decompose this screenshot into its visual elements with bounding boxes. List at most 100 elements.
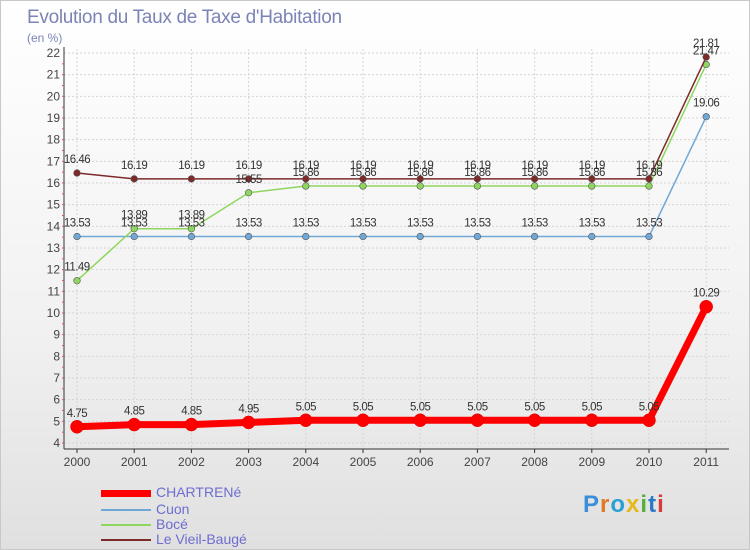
data-label: 13.53	[121, 218, 147, 230]
data-point	[585, 413, 599, 427]
data-label: 21.47	[693, 45, 719, 57]
data-label: 15.86	[293, 167, 319, 179]
y-tick-label: 13	[47, 241, 61, 255]
data-point	[699, 299, 713, 314]
data-label: 16.19	[407, 160, 433, 172]
data-point	[187, 232, 195, 241]
data-label: 4.75	[67, 408, 87, 420]
data-point	[127, 417, 141, 432]
y-tick-label: 11	[48, 284, 61, 298]
proxiti-logo: Proxiti	[583, 491, 665, 519]
data-label: 15.86	[464, 167, 490, 179]
series-line-2	[76, 64, 707, 282]
data-label: 5.05	[410, 401, 430, 413]
data-label: 13.89	[178, 210, 204, 222]
data-point	[642, 413, 656, 427]
y-unit-label: (en %)	[27, 31, 63, 45]
y-tick-label: 20	[47, 89, 61, 103]
x-tick-label: 2005	[350, 455, 377, 469]
data-label: 11.49	[64, 262, 90, 274]
data-point	[473, 232, 482, 241]
data-point	[527, 413, 542, 427]
data-point	[473, 182, 482, 190]
data-label: 16.19	[464, 160, 490, 172]
data-point	[359, 182, 367, 190]
y-tick-label: 10	[47, 306, 61, 320]
logo-letter: P	[583, 491, 601, 518]
data-point	[702, 53, 710, 61]
data-label: 13.53	[64, 218, 90, 230]
data-point	[356, 413, 370, 427]
series-line-1	[77, 116, 707, 238]
data-point	[359, 175, 367, 183]
data-point	[302, 182, 310, 190]
legend-swatch-cuon	[101, 509, 151, 511]
logo-letter: i	[640, 491, 649, 518]
data-label: 13.53	[521, 218, 547, 230]
x-tick-label: 2011	[693, 455, 719, 469]
data-point	[470, 413, 485, 427]
data-point	[130, 232, 138, 241]
data-point	[588, 232, 596, 241]
legend-boce: Bocé	[156, 516, 188, 532]
legend-cuon: Cuon	[156, 501, 190, 517]
data-point	[416, 232, 424, 241]
y-tick-label: 17	[47, 154, 61, 168]
data-point	[413, 413, 427, 427]
y-tick-label: 9	[53, 328, 60, 342]
data-label: 16.19	[293, 160, 319, 172]
data-point	[302, 232, 310, 241]
data-label: 16.19	[636, 160, 662, 172]
x-tick-label: 2004	[292, 455, 319, 469]
y-tick-label: 7	[53, 371, 60, 385]
data-point	[130, 175, 138, 183]
data-label: 5.05	[524, 401, 544, 413]
legend-le-vieil-bauge: Le Vieil-Baugé	[156, 531, 247, 547]
data-label: 5.05	[582, 401, 602, 413]
y-tick-label: 14	[47, 219, 61, 233]
data-label: 15.86	[636, 167, 662, 179]
logo-letter: t	[648, 491, 658, 518]
data-point	[70, 420, 84, 434]
x-tick-label: 2009	[578, 455, 605, 469]
data-label: 16.19	[235, 160, 261, 172]
data-point	[530, 232, 539, 241]
data-label: 16.19	[350, 160, 376, 172]
data-label: 5.05	[296, 401, 316, 413]
data-point	[245, 189, 253, 197]
series-line-3	[76, 56, 707, 180]
data-label: 13.53	[235, 218, 261, 230]
data-label: 15.55	[235, 174, 261, 186]
data-point	[416, 175, 424, 183]
data-label: 16.19	[521, 160, 547, 172]
data-point	[645, 182, 653, 190]
data-label: 15.86	[350, 167, 376, 179]
data-label: 21.81	[693, 38, 719, 50]
y-tick-label: 16	[47, 176, 61, 190]
data-label: 4.85	[124, 406, 144, 418]
legend-swatch-boce	[101, 524, 151, 526]
y-tick-label: 4	[53, 436, 60, 450]
data-point	[530, 175, 539, 183]
y-tick-label: 15	[47, 198, 61, 212]
data-label: 4.95	[238, 403, 258, 415]
y-tick-label: 22	[47, 46, 61, 60]
x-tick-label: 2010	[636, 455, 663, 469]
y-tick-label: 5	[53, 414, 60, 428]
data-label: 13.53	[350, 218, 376, 230]
x-tick-label: 2006	[407, 455, 434, 469]
data-label: 15.86	[521, 167, 547, 179]
data-label: 16.19	[579, 160, 605, 172]
y-tick-label: 18	[47, 133, 61, 147]
data-point	[702, 113, 710, 121]
data-point	[73, 232, 81, 241]
y-tick-label: 8	[53, 349, 60, 363]
x-tick-label: 2001	[121, 455, 148, 469]
data-point	[187, 175, 195, 183]
data-point	[645, 232, 653, 241]
data-point	[588, 175, 596, 183]
data-label: 13.53	[579, 218, 605, 230]
data-point	[245, 175, 253, 183]
data-point	[302, 175, 310, 183]
